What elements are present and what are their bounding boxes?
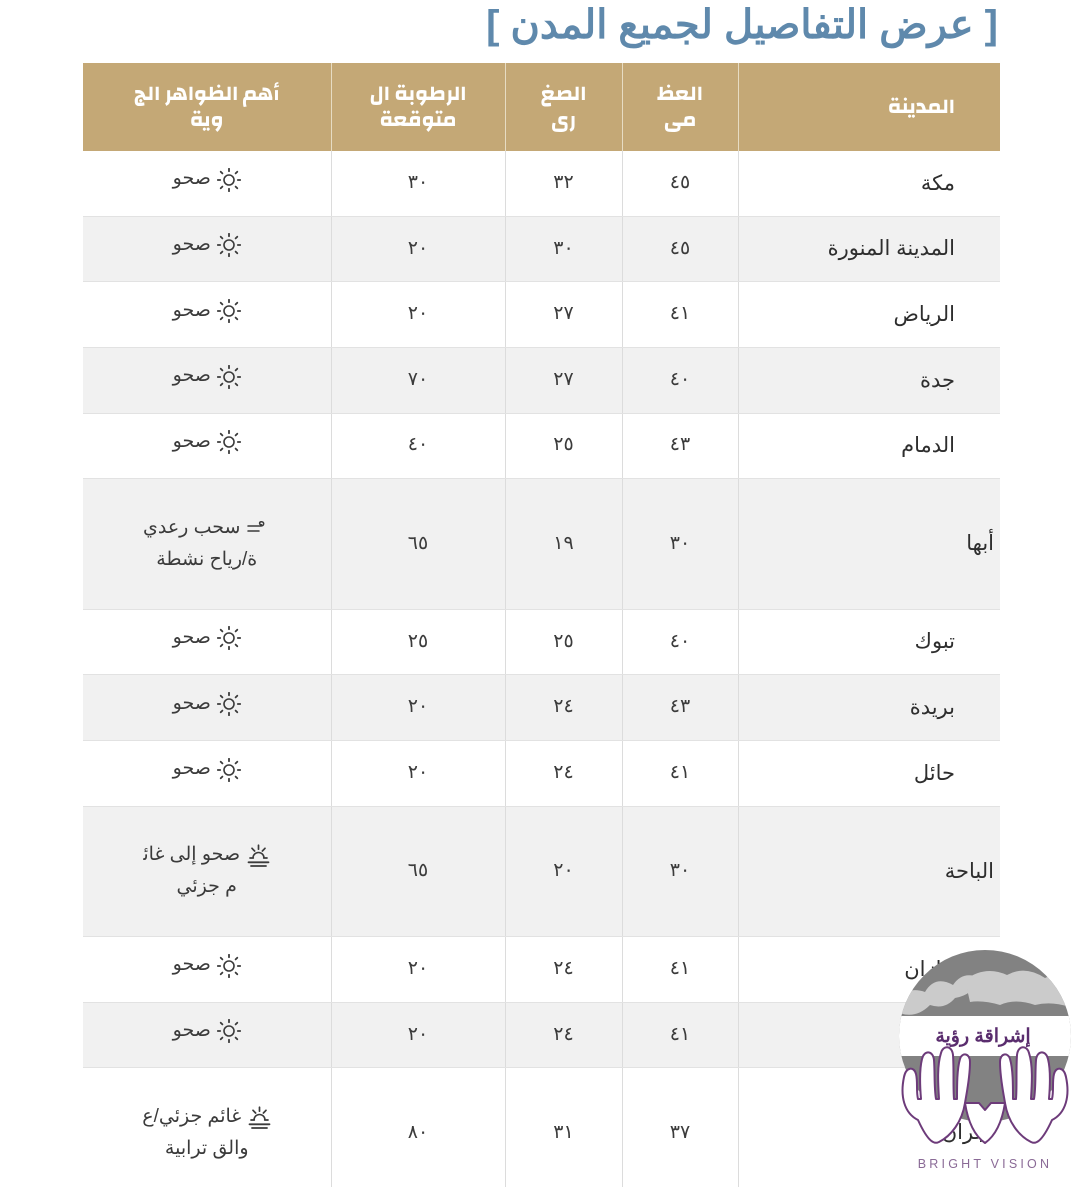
svg-text:BRIGHT VISION: BRIGHT VISION — [918, 1157, 1052, 1171]
svg-text:إشراقة رؤية: إشراقة رؤية — [935, 1026, 1030, 1048]
